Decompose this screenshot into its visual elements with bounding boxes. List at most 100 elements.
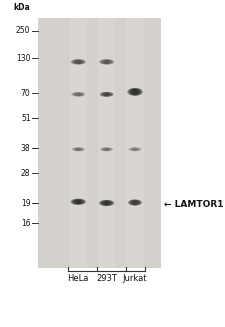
Text: ← LAMTOR1: ← LAMTOR1: [164, 200, 224, 209]
Text: 130: 130: [16, 54, 31, 63]
Ellipse shape: [129, 88, 142, 95]
Ellipse shape: [101, 92, 112, 96]
Text: 38: 38: [21, 144, 31, 153]
Ellipse shape: [99, 59, 114, 64]
Ellipse shape: [99, 200, 114, 206]
Ellipse shape: [72, 199, 84, 204]
Ellipse shape: [72, 199, 84, 204]
Text: 28: 28: [21, 168, 31, 178]
Ellipse shape: [128, 88, 142, 96]
Ellipse shape: [71, 92, 86, 96]
Ellipse shape: [71, 199, 86, 205]
Ellipse shape: [128, 88, 142, 96]
Ellipse shape: [101, 92, 112, 96]
Ellipse shape: [101, 200, 112, 206]
Ellipse shape: [73, 199, 83, 204]
Text: 250: 250: [16, 26, 31, 35]
Ellipse shape: [71, 199, 86, 205]
Ellipse shape: [100, 92, 114, 97]
Ellipse shape: [100, 60, 113, 64]
Ellipse shape: [129, 88, 141, 95]
Ellipse shape: [72, 60, 84, 64]
Ellipse shape: [128, 88, 142, 95]
Ellipse shape: [129, 200, 141, 205]
Ellipse shape: [72, 147, 85, 151]
Ellipse shape: [101, 200, 112, 206]
Ellipse shape: [101, 92, 112, 96]
Ellipse shape: [99, 59, 115, 65]
Ellipse shape: [71, 92, 85, 96]
Ellipse shape: [127, 88, 143, 96]
Ellipse shape: [129, 88, 141, 95]
Ellipse shape: [101, 92, 112, 96]
Ellipse shape: [129, 89, 141, 95]
Ellipse shape: [130, 200, 140, 205]
FancyBboxPatch shape: [126, 18, 144, 268]
Ellipse shape: [100, 92, 113, 97]
Ellipse shape: [130, 200, 140, 205]
Ellipse shape: [71, 199, 85, 205]
Text: Jurkat: Jurkat: [123, 274, 147, 284]
Ellipse shape: [73, 199, 84, 204]
Ellipse shape: [100, 200, 113, 206]
Ellipse shape: [101, 60, 113, 64]
Ellipse shape: [72, 60, 84, 64]
Ellipse shape: [70, 59, 86, 64]
Ellipse shape: [100, 59, 114, 64]
Ellipse shape: [99, 59, 114, 64]
Ellipse shape: [130, 89, 140, 95]
FancyBboxPatch shape: [98, 18, 115, 268]
Ellipse shape: [100, 147, 113, 151]
Ellipse shape: [100, 200, 113, 206]
Text: HeLa: HeLa: [68, 274, 89, 284]
Ellipse shape: [70, 199, 86, 205]
Ellipse shape: [130, 89, 140, 95]
Text: 51: 51: [21, 113, 31, 123]
Ellipse shape: [128, 199, 142, 206]
Ellipse shape: [99, 59, 114, 64]
Ellipse shape: [72, 60, 85, 64]
Ellipse shape: [102, 200, 111, 205]
Ellipse shape: [99, 200, 114, 206]
Ellipse shape: [131, 89, 139, 95]
Ellipse shape: [72, 92, 85, 96]
Text: kDa: kDa: [14, 3, 31, 12]
Ellipse shape: [128, 199, 142, 206]
FancyBboxPatch shape: [38, 18, 161, 268]
Text: 19: 19: [21, 198, 31, 208]
Ellipse shape: [100, 92, 113, 97]
Ellipse shape: [99, 200, 115, 206]
Ellipse shape: [100, 200, 114, 206]
FancyBboxPatch shape: [70, 18, 87, 268]
Text: 70: 70: [21, 89, 31, 97]
Ellipse shape: [71, 59, 85, 64]
Ellipse shape: [101, 200, 113, 206]
Ellipse shape: [73, 199, 84, 204]
Ellipse shape: [72, 199, 85, 205]
Ellipse shape: [99, 92, 114, 97]
Ellipse shape: [70, 198, 86, 205]
Ellipse shape: [128, 199, 142, 206]
Ellipse shape: [102, 200, 111, 205]
Ellipse shape: [70, 59, 86, 65]
Ellipse shape: [130, 200, 140, 205]
Ellipse shape: [102, 92, 112, 96]
Ellipse shape: [101, 200, 112, 206]
Ellipse shape: [129, 199, 142, 205]
Ellipse shape: [101, 200, 112, 206]
Ellipse shape: [72, 60, 85, 64]
Ellipse shape: [99, 200, 114, 206]
Ellipse shape: [74, 199, 83, 204]
Ellipse shape: [71, 59, 86, 64]
Ellipse shape: [99, 92, 114, 97]
Ellipse shape: [130, 89, 140, 95]
Ellipse shape: [127, 88, 143, 96]
Ellipse shape: [101, 92, 113, 97]
Ellipse shape: [128, 88, 142, 95]
Text: 16: 16: [21, 218, 31, 228]
Ellipse shape: [130, 89, 140, 95]
Ellipse shape: [100, 60, 113, 64]
Ellipse shape: [129, 200, 141, 205]
Ellipse shape: [130, 200, 140, 205]
Ellipse shape: [128, 199, 142, 205]
